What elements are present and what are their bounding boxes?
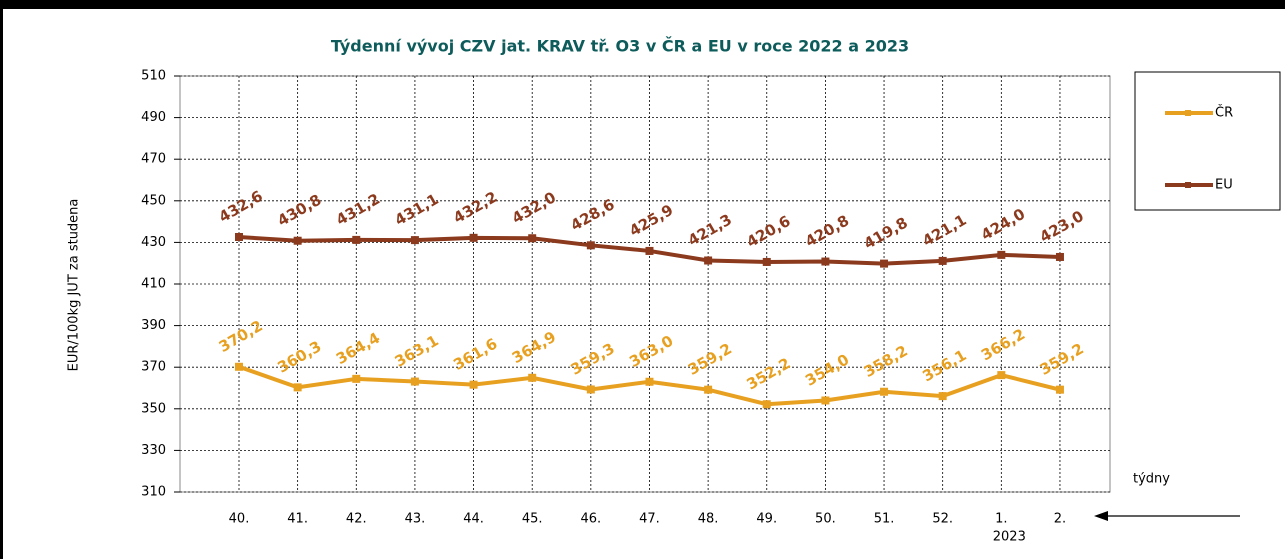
value-label: 421,3 xyxy=(685,210,735,249)
x-tick-label: 52. xyxy=(932,512,953,527)
x-axis-label: týdny xyxy=(1133,472,1170,487)
value-label: 431,1 xyxy=(392,190,442,229)
value-label: 420,6 xyxy=(743,212,793,251)
value-label: 354,0 xyxy=(802,350,852,389)
value-label: 419,8 xyxy=(861,214,911,253)
value-label: 430,8 xyxy=(274,191,324,230)
legend-label: EU xyxy=(1215,178,1233,193)
point xyxy=(352,235,361,244)
point xyxy=(938,392,947,401)
point xyxy=(997,371,1006,380)
y-tick-label: 450 xyxy=(141,193,166,208)
x-tick-label: 48. xyxy=(698,512,719,527)
point xyxy=(645,246,654,255)
value-label: 424,0 xyxy=(978,205,1028,244)
value-label: 359,2 xyxy=(685,340,735,379)
y-tick-label: 490 xyxy=(141,110,166,125)
chart-title: Týdenní vývoj CZV jat. KRAV tř. O3 v ČR … xyxy=(331,37,909,56)
value-label: 358,2 xyxy=(861,342,911,381)
point xyxy=(528,373,537,382)
point xyxy=(762,257,771,266)
y-tick-label: 310 xyxy=(141,485,166,500)
legend-label: ČR xyxy=(1215,105,1233,121)
value-label: 432,2 xyxy=(450,188,500,227)
y-tick-label: 390 xyxy=(141,318,166,333)
year-label: 2023 xyxy=(993,530,1026,545)
point xyxy=(880,387,889,396)
point xyxy=(704,256,713,265)
x-tick-label: 1. xyxy=(995,512,1007,527)
x-tick-label: 44. xyxy=(463,512,484,527)
value-label: 432,0 xyxy=(509,188,559,227)
value-label: 420,8 xyxy=(802,211,852,250)
point xyxy=(645,377,654,386)
left-border xyxy=(0,0,3,559)
value-label: 370,2 xyxy=(216,317,266,356)
value-label: 356,1 xyxy=(919,346,969,385)
point xyxy=(1055,252,1064,261)
value-label: 363,0 xyxy=(626,332,676,371)
value-label: 361,6 xyxy=(450,335,500,374)
x-tick-label: 46. xyxy=(580,512,601,527)
arrow-head xyxy=(1094,511,1108,521)
y-tick-label: 350 xyxy=(141,401,166,416)
value-label: 363,1 xyxy=(392,331,442,370)
point xyxy=(586,385,595,394)
y-tick-label: 510 xyxy=(141,69,166,84)
value-label: 364,4 xyxy=(333,329,383,368)
x-tick-label: 45. xyxy=(522,512,543,527)
point xyxy=(352,374,361,383)
point xyxy=(528,234,537,243)
value-label: 423,0 xyxy=(1037,207,1087,246)
x-tick-label: 43. xyxy=(405,512,426,527)
point xyxy=(1055,385,1064,394)
point xyxy=(235,232,243,241)
point xyxy=(410,377,419,386)
x-tick-label: 47. xyxy=(639,512,660,527)
point xyxy=(586,241,595,250)
point xyxy=(762,400,771,409)
point xyxy=(293,383,302,392)
y-tick-label: 330 xyxy=(141,443,166,458)
point xyxy=(410,236,419,245)
y-tick-label: 430 xyxy=(141,235,166,250)
point xyxy=(704,385,713,394)
point xyxy=(821,257,830,266)
x-tick-label: 50. xyxy=(815,512,836,527)
point xyxy=(469,380,478,389)
legend-marker xyxy=(1185,182,1191,188)
point xyxy=(235,362,243,371)
top-border xyxy=(0,0,1285,9)
value-label: 359,2 xyxy=(1037,340,1087,379)
y-tick-label: 410 xyxy=(141,277,166,292)
point xyxy=(469,233,478,242)
value-label: 359,3 xyxy=(568,339,618,378)
x-tick-label: 49. xyxy=(756,512,777,527)
x-tick-label: 51. xyxy=(874,512,895,527)
value-label: 425,9 xyxy=(626,201,676,240)
legend-marker xyxy=(1185,110,1191,116)
point xyxy=(997,250,1006,259)
x-tick-label: 40. xyxy=(229,512,250,527)
x-tick-label: 41. xyxy=(287,512,308,527)
value-label: 366,2 xyxy=(978,325,1028,364)
value-label: 352,2 xyxy=(743,354,793,393)
x-tick-label: 42. xyxy=(346,512,367,527)
value-label: 431,2 xyxy=(333,190,383,229)
y-tick-label: 470 xyxy=(141,152,166,167)
point xyxy=(880,259,889,268)
y-axis-label: EUR/100kg JUT za studena xyxy=(67,199,82,372)
x-tick-label: 2. xyxy=(1054,512,1066,527)
point xyxy=(938,256,947,265)
point xyxy=(293,236,302,245)
legend xyxy=(1134,71,1281,211)
value-label: 360,3 xyxy=(274,337,324,376)
value-label: 421,1 xyxy=(919,211,969,250)
point xyxy=(821,396,830,405)
value-label: 364,9 xyxy=(509,328,559,367)
value-label: 432,6 xyxy=(216,187,266,226)
y-tick-label: 370 xyxy=(141,360,166,375)
